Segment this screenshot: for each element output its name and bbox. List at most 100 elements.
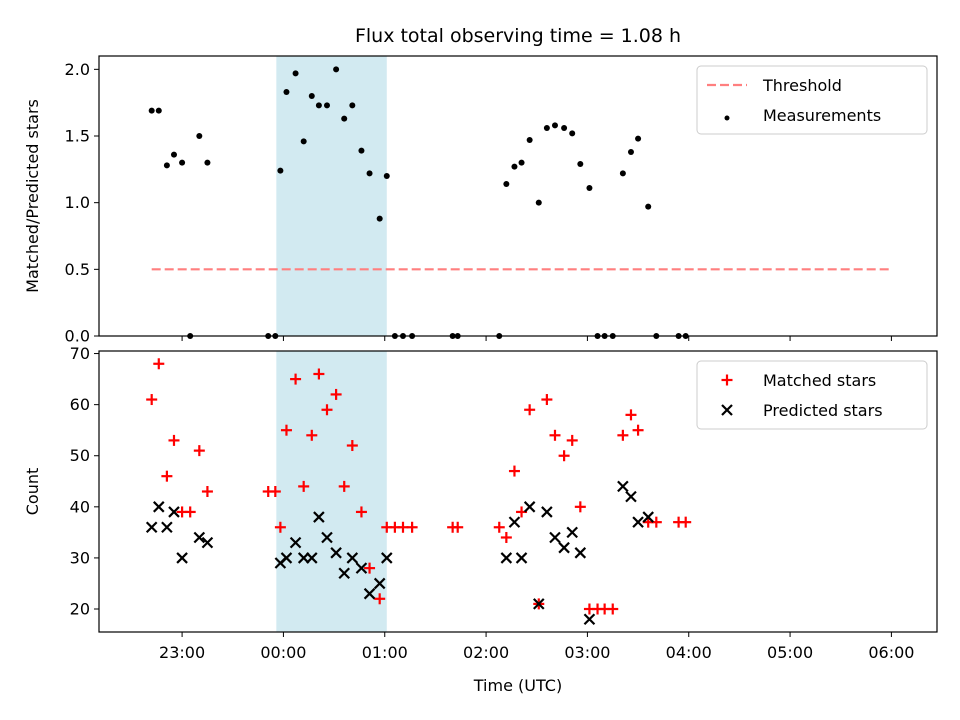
legend: Matched stars Predicted stars — [696, 360, 928, 430]
data-point — [269, 486, 281, 497]
data-point — [201, 486, 213, 497]
data-point — [358, 147, 365, 154]
data-point — [315, 102, 322, 109]
series-predicted-stars — [145, 480, 654, 626]
data-point — [383, 173, 390, 179]
data-point — [179, 159, 186, 166]
data-point — [338, 567, 350, 580]
data-point — [363, 587, 376, 600]
top-panel: 0.0 0.5 1.0 1.5 2.0 Matched/Predicted stars Th… — [23, 55, 938, 346]
data-point — [558, 450, 570, 462]
legend-label: Measurements — [763, 106, 881, 125]
data-point — [300, 138, 307, 145]
data-point — [617, 429, 629, 441]
data-point — [452, 521, 464, 533]
data-point — [306, 552, 318, 564]
data-point — [184, 506, 196, 518]
data-point — [508, 516, 521, 528]
y-tick-label: 1.5 — [65, 127, 90, 146]
data-point — [526, 137, 533, 143]
data-point — [323, 102, 330, 109]
data-point — [330, 388, 342, 400]
plot-frame — [98, 350, 938, 633]
data-point — [569, 130, 576, 137]
x-tick-label: 04:00 — [666, 643, 712, 662]
legend-box — [696, 65, 928, 135]
data-point — [321, 404, 333, 416]
data-point — [577, 161, 584, 167]
data-point — [541, 394, 553, 406]
legend-label: Predicted stars — [763, 401, 883, 420]
x-tick-label: 23:00 — [159, 643, 205, 662]
data-point — [551, 122, 558, 129]
data-point — [627, 149, 634, 155]
data-point — [366, 170, 373, 177]
data-point — [493, 521, 505, 533]
legend-label: Matched stars — [763, 371, 876, 390]
data-point — [155, 107, 162, 114]
x-tick-label: 02:00 — [463, 643, 509, 662]
data-point — [549, 429, 561, 441]
y-tick-label: 40 — [70, 497, 90, 516]
legend: Threshold Measurements — [696, 65, 928, 135]
data-point — [500, 552, 513, 564]
data-point — [543, 125, 550, 131]
x-tick-label: 03:00 — [564, 643, 610, 662]
data-point — [364, 562, 376, 574]
data-point — [277, 167, 284, 174]
data-point — [176, 552, 188, 564]
data-point — [161, 521, 173, 534]
data-point — [523, 501, 536, 513]
y-axis-title: Count — [23, 468, 42, 516]
y-tick-label: 70 — [70, 344, 90, 363]
data-point — [635, 135, 642, 142]
data-point — [274, 521, 286, 533]
data-point — [280, 552, 293, 564]
legend-label: Threshold — [762, 76, 842, 95]
data-point — [204, 159, 211, 166]
data-point — [607, 603, 619, 615]
data-point — [566, 434, 578, 446]
data-point — [376, 215, 383, 222]
data-point — [321, 531, 333, 544]
data-point — [574, 547, 587, 559]
data-point — [561, 125, 568, 131]
data-point — [196, 133, 203, 139]
data-point — [380, 552, 393, 564]
data-point — [193, 531, 206, 544]
data-point — [290, 373, 302, 385]
chart-title: Flux total observing time = 1.08 h — [355, 25, 681, 47]
data-point — [541, 506, 553, 518]
data-point — [193, 445, 205, 457]
data-point — [355, 562, 368, 574]
data-point — [349, 102, 356, 109]
data-point — [153, 358, 165, 370]
y-axis-title: Matched/Predicted stars — [23, 99, 42, 293]
data-point — [280, 424, 292, 436]
x-tick-label: 05:00 — [767, 643, 813, 662]
data-point — [330, 547, 342, 559]
observing-window-span — [276, 351, 387, 632]
x-axis-title: Time (UTC) — [473, 676, 562, 695]
data-point — [146, 394, 158, 406]
data-point — [406, 521, 418, 533]
data-point — [524, 404, 536, 416]
data-point — [632, 424, 644, 436]
y-tick-label: 2.0 — [65, 60, 90, 79]
observing-window-span — [276, 56, 387, 336]
data-point — [313, 511, 325, 523]
y-tick-label: 0.5 — [65, 260, 90, 279]
data-point — [680, 516, 692, 528]
data-point — [574, 501, 586, 513]
data-point — [625, 490, 637, 503]
legend-box — [696, 360, 928, 430]
data-point — [289, 536, 302, 549]
data-point — [617, 480, 629, 493]
data-point — [148, 107, 155, 114]
data-point — [566, 526, 578, 539]
data-point — [511, 163, 518, 170]
data-point — [153, 501, 165, 513]
bottom-panel: 20 30 40 50 60 70 23:00 00:00 01:00 02:00 03:00 04:… — [23, 344, 938, 662]
y-tick-label: 1.0 — [65, 193, 90, 212]
data-point — [298, 480, 310, 492]
